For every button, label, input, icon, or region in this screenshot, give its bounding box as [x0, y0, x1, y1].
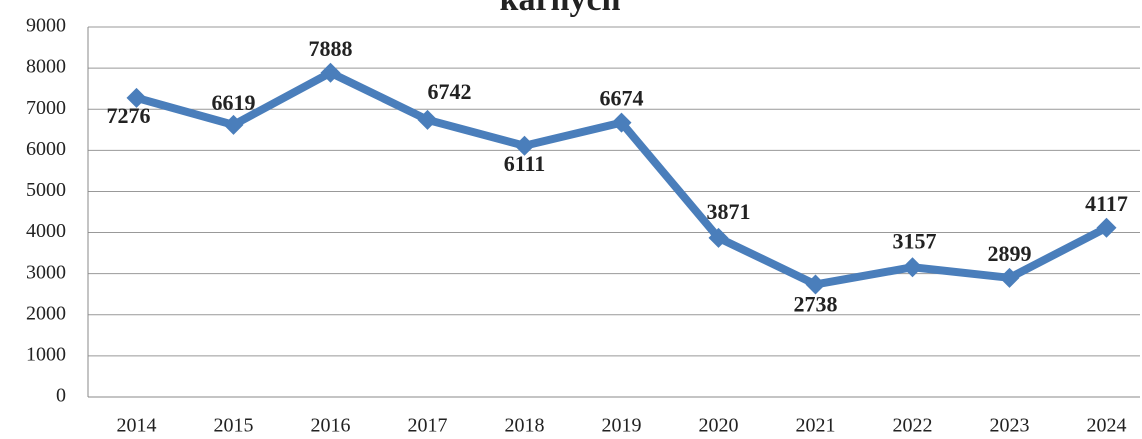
x-tick-label: 2024: [1087, 415, 1127, 437]
x-tick-label: 2022: [893, 415, 933, 437]
marker: [126, 87, 147, 108]
marker: [902, 257, 923, 278]
marker: [611, 112, 632, 133]
marker: [1096, 217, 1117, 238]
y-tick-label: 5000: [26, 179, 66, 201]
marker: [223, 114, 244, 135]
y-tick-label: 1000: [26, 343, 66, 365]
y-tick-label: 0: [56, 385, 66, 407]
y-tick-label: 8000: [26, 56, 66, 78]
data-label: 6111: [504, 151, 546, 176]
y-tick-label: 3000: [26, 261, 66, 283]
data-label: 2738: [794, 291, 838, 316]
marker: [320, 62, 341, 83]
data-label: 3871: [707, 199, 751, 224]
data-label: 7276: [107, 103, 151, 128]
x-tick-label: 2014: [117, 415, 157, 437]
marker: [805, 274, 826, 295]
x-tick-label: 2021: [796, 415, 836, 437]
x-tick-label: 2020: [699, 415, 739, 437]
marker: [514, 135, 535, 156]
data-label: 6674: [600, 86, 644, 111]
y-tick-label: 4000: [26, 220, 66, 242]
marker: [417, 109, 438, 130]
x-tick-label: 2018: [505, 415, 545, 437]
data-label: 2899: [988, 241, 1032, 266]
data-label: 6742: [428, 79, 472, 104]
x-tick-label: 2019: [602, 415, 642, 437]
data-label: 6619: [212, 90, 256, 115]
data-label: 7888: [309, 36, 353, 61]
x-tick-label: 2017: [408, 415, 448, 437]
x-tick-label: 2023: [990, 415, 1030, 437]
y-tick-label: 6000: [26, 138, 66, 160]
x-tick-label: 2016: [311, 415, 351, 437]
y-tick-label: 7000: [26, 97, 66, 119]
data-label: 4117: [1085, 191, 1128, 216]
y-tick-label: 9000: [26, 15, 66, 37]
chart-title: karnych: [500, 0, 621, 18]
y-tick-label: 2000: [26, 302, 66, 324]
marker: [708, 227, 729, 248]
x-tick-label: 2015: [214, 415, 254, 437]
marker: [999, 267, 1020, 288]
data-label: 3157: [893, 228, 937, 253]
